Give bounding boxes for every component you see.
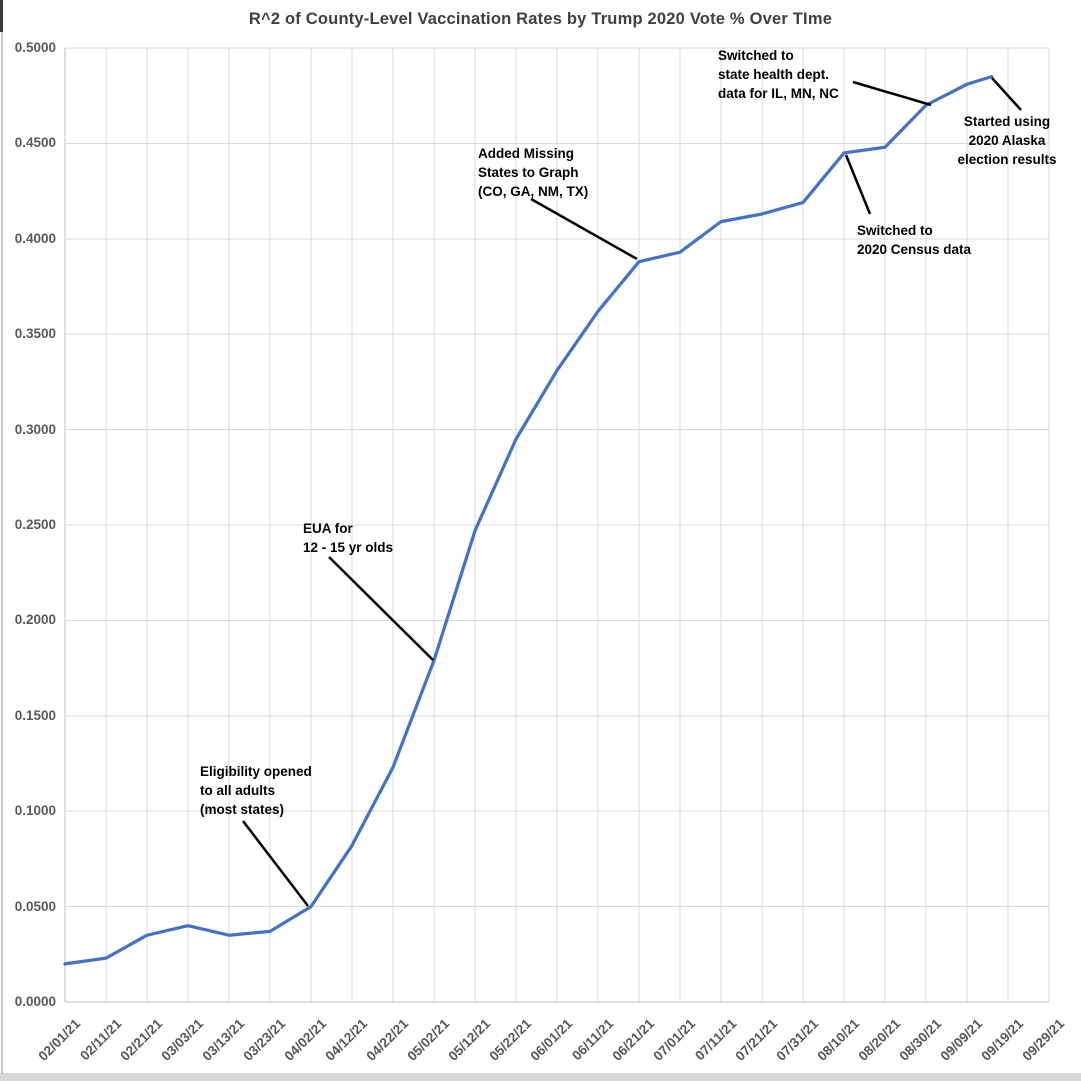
annotation-line: to all adults (200, 783, 276, 798)
added-states-annotation: Added Missing States to Graph (CO, GA, NM,… (478, 144, 588, 201)
census-annotation: Switched to 2020 Census data (857, 221, 971, 259)
y-tick-label: 0.4500 (14, 135, 56, 151)
added-states-annotation-leader-line (530, 197, 638, 261)
y-tick-label: 0.3000 (14, 421, 56, 437)
annotation-line: state health dept. (718, 67, 830, 82)
annotation-line: Eligibility opened (200, 764, 312, 779)
annotation-line: (most states) (200, 802, 285, 817)
annotation-line: 2020 Alaska (968, 133, 1046, 148)
annotation-line: election results (957, 152, 1057, 167)
annotation-line: Added Missing (478, 146, 575, 161)
annotation-line: Switched to (857, 223, 933, 238)
annotation-line: Started using (963, 114, 1051, 129)
y-tick-label: 0.3500 (14, 326, 56, 342)
eligibility-annotation: Eligibility opened to all adults (most sta… (200, 762, 312, 819)
window-left-border-dark (0, 0, 3, 32)
eligibility-annotation-leader-line (242, 820, 309, 907)
chart-title: R^2 of County-Level Vaccination Rates by… (248, 10, 833, 28)
eua-annotation-leader-line (328, 556, 434, 661)
y-tick-label: 0.1000 (14, 803, 56, 819)
census-annotation-leader-line (844, 154, 872, 215)
annotation-line: data for IL, MN, NC (718, 86, 839, 101)
y-tick-label: 0.0000 (14, 994, 56, 1009)
series-line (63, 74, 994, 966)
alaska-annotation-leader-line (991, 77, 1022, 111)
alaska-annotation: Started using 2020 Alaska election results (807, 112, 1081, 169)
annotation-line: 12 - 15 yr olds (303, 540, 394, 555)
window-left-border (1, 0, 3, 1073)
health-dept-annotation-leader-line (852, 80, 932, 107)
y-tick-label: 0.2500 (14, 517, 56, 532)
y-tick-label: 0.4000 (14, 230, 56, 246)
annotation-line: States to Graph (478, 165, 579, 180)
annotation-line: (CO, GA, NM, TX) (478, 184, 589, 199)
annotation-line: Switched to (718, 48, 794, 63)
y-tick-label: 0.0500 (14, 898, 56, 914)
y-tick-label: 0.2000 (14, 612, 56, 628)
eua-annotation: EUA for 12 - 15 yr olds (303, 519, 393, 557)
y-tick-label: 0.5000 (14, 40, 56, 55)
y-tick-label: 0.1500 (14, 707, 56, 723)
annotation-line: EUA for (303, 521, 353, 536)
window-bottom-strip (0, 1073, 1081, 1081)
health-dept-annotation: Switched to state health dept. data for IL… (718, 46, 839, 103)
annotation-line: 2020 Census data (857, 242, 972, 257)
